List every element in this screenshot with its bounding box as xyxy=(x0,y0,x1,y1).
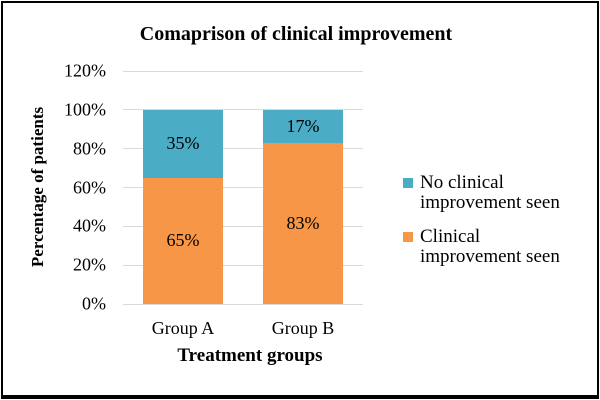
data-label: 35% xyxy=(166,133,200,154)
bar-segment: 65% xyxy=(143,177,223,304)
x-axis-labels: Group A Group B xyxy=(123,318,363,338)
data-label: 17% xyxy=(286,115,320,136)
gridline xyxy=(123,70,363,72)
y-tick-label: 120% xyxy=(64,60,106,81)
x-category-label: Group A xyxy=(151,318,215,338)
gridline xyxy=(123,264,363,266)
legend-swatch-icon xyxy=(403,178,413,188)
x-axis-title: Treatment groups xyxy=(177,345,323,366)
y-tick-label: 0% xyxy=(82,293,106,314)
y-axis-tick-labels: 0% 20% 40% 60% 80% 100% 120% xyxy=(23,61,106,314)
gridline xyxy=(123,187,363,188)
y-tick-label: 60% xyxy=(73,177,106,197)
legend-label: No clinical improvement seen xyxy=(420,172,560,213)
bar-group-b: 83% 17% xyxy=(263,71,343,304)
legend: No clinical improvement seen Clinical imp… xyxy=(403,173,580,267)
y-tick-label: 100% xyxy=(64,99,106,120)
legend-item: Clinical improvement seen xyxy=(403,227,580,267)
gridline xyxy=(123,148,363,150)
y-tick-label: 20% xyxy=(73,254,106,275)
legend-label: Clinical improvement seen xyxy=(420,226,560,267)
bar-segment: 35% xyxy=(143,109,223,178)
gridline xyxy=(123,109,363,111)
gridline xyxy=(123,303,363,305)
y-tick-label: 40% xyxy=(73,215,106,236)
data-label: 83% xyxy=(286,212,320,233)
chart-title: Comaprison of clinical improvement xyxy=(139,23,453,45)
plot-area: 65% 35% 83% 17% xyxy=(123,70,363,305)
bar-segment: 83% xyxy=(263,142,343,304)
data-label: 65% xyxy=(166,230,200,251)
bar-segment: 17% xyxy=(263,109,343,143)
x-category-label: Group B xyxy=(271,318,335,338)
bar-group-a: 65% 35% xyxy=(143,71,223,304)
legend-swatch-icon xyxy=(403,232,413,242)
y-tick-label: 80% xyxy=(73,138,106,159)
gridline xyxy=(123,225,363,227)
legend-item: No clinical improvement seen xyxy=(403,173,580,213)
